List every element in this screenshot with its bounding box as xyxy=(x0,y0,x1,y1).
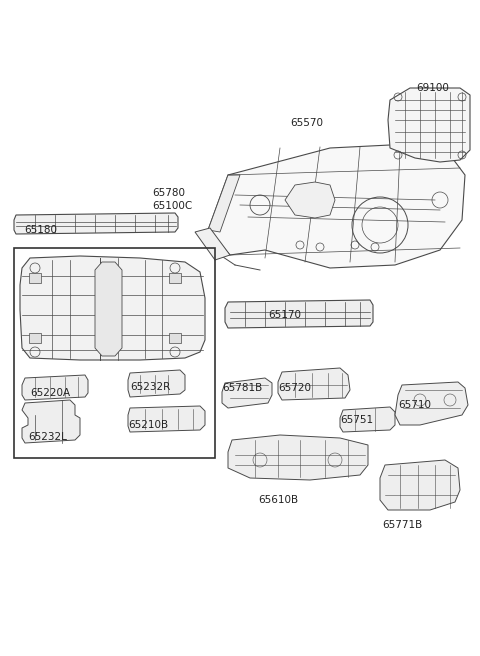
Polygon shape xyxy=(29,333,41,343)
Text: 65210B: 65210B xyxy=(128,420,168,430)
Polygon shape xyxy=(380,460,460,510)
Polygon shape xyxy=(222,378,272,408)
Polygon shape xyxy=(128,406,205,432)
Text: 65232L: 65232L xyxy=(28,432,67,442)
Polygon shape xyxy=(29,273,41,283)
Polygon shape xyxy=(169,333,181,343)
Polygon shape xyxy=(388,88,470,162)
Polygon shape xyxy=(225,300,373,328)
Text: 65771B: 65771B xyxy=(382,520,422,530)
Polygon shape xyxy=(208,175,240,232)
Text: 65170: 65170 xyxy=(268,310,301,320)
Text: 69100: 69100 xyxy=(416,83,449,93)
Text: 65180: 65180 xyxy=(24,225,57,235)
Polygon shape xyxy=(195,228,230,260)
Text: 65100C: 65100C xyxy=(152,201,192,211)
Text: 65570: 65570 xyxy=(290,118,323,128)
Polygon shape xyxy=(340,407,395,432)
Polygon shape xyxy=(22,375,88,400)
Text: 65780: 65780 xyxy=(152,188,185,198)
Text: 65232R: 65232R xyxy=(130,382,170,392)
Polygon shape xyxy=(169,273,181,283)
Text: 65710: 65710 xyxy=(398,400,431,410)
Polygon shape xyxy=(128,370,185,397)
Polygon shape xyxy=(285,182,335,218)
Polygon shape xyxy=(20,256,205,360)
Polygon shape xyxy=(278,368,350,400)
Text: 65610B: 65610B xyxy=(258,495,298,505)
Polygon shape xyxy=(395,382,468,425)
Text: 65781B: 65781B xyxy=(222,383,262,393)
Text: 65220A: 65220A xyxy=(30,388,70,398)
Text: 65720: 65720 xyxy=(278,383,311,393)
Polygon shape xyxy=(208,145,465,268)
Polygon shape xyxy=(14,213,178,234)
Polygon shape xyxy=(95,262,122,356)
Bar xyxy=(14,248,215,458)
Polygon shape xyxy=(22,400,80,443)
Text: 65751: 65751 xyxy=(340,415,373,425)
Polygon shape xyxy=(228,435,368,480)
